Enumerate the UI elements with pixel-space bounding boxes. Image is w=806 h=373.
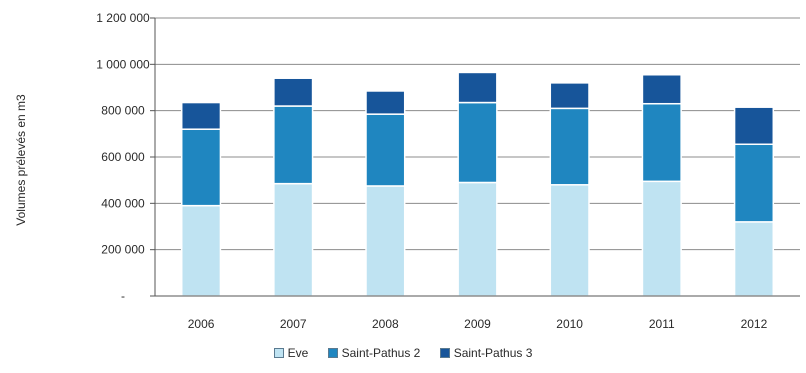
bar-segment-saint-pathus-2-2011 [641, 102, 682, 183]
y-tick-labels: - 200 000 400 000 600 000 800 000 1 000 000 1 … [96, 11, 150, 303]
bar-segment-eve-2009 [457, 181, 498, 297]
bar-segment-saint-pathus-2-2012 [733, 143, 775, 223]
bar-segment-saint-pathus-3-2009 [457, 71, 498, 104]
legend-item-saint-pathus-3: Saint-Pathus 3 [439, 346, 533, 360]
bar-segment-saint-pathus-2-2010 [549, 107, 590, 186]
x-tick-label: 2006 [188, 317, 215, 331]
x-tick-label: 2011 [649, 317, 675, 331]
bar-segment-eve-2007 [273, 182, 314, 297]
bar-segment-saint-pathus-3-2007 [273, 77, 314, 107]
bar-segment-saint-pathus-3-2006 [180, 101, 222, 130]
legend-item-saint-pathus-2: Saint-Pathus 2 [327, 346, 421, 360]
bars [180, 71, 775, 297]
bar-segment-eve-2006 [180, 204, 222, 297]
axes [150, 17, 800, 297]
legend-swatch-saint-pathus-2 [327, 348, 338, 358]
y-tick-label: 200 000 [101, 243, 145, 257]
legend: Eve Saint-Pathus 2 Saint-Pathus 3 [0, 346, 806, 361]
x-tick-label: 2010 [556, 317, 583, 331]
bar-segment-eve-2011 [641, 180, 682, 297]
legend-swatch-eve [273, 348, 284, 358]
bar-segment-saint-pathus-3-2010 [549, 82, 590, 110]
bar-segment-eve-2010 [549, 184, 590, 297]
y-tick-label: 600 000 [101, 150, 145, 164]
y-tick-label: 1 200 000 [96, 11, 150, 25]
x-tick-label: 2008 [372, 317, 399, 331]
y-axis-label: Volumes prélevés en m3 [14, 94, 28, 226]
legend-label-saint-pathus-3: Saint-Pathus 3 [453, 346, 533, 360]
bar-segment-eve-2012 [733, 221, 775, 297]
legend-item-eve: Eve [273, 346, 309, 360]
y-tick-label: 400 000 [101, 196, 145, 210]
x-tick-label: 2009 [464, 317, 491, 331]
bar-segment-eve-2008 [365, 185, 406, 297]
y-tick-label: 800 000 [101, 104, 145, 118]
y-tick-label: - [121, 289, 125, 303]
x-tick-label: 2012 [741, 317, 768, 331]
bar-segment-saint-pathus-2-2006 [180, 128, 222, 207]
bar-segment-saint-pathus-2-2009 [457, 101, 498, 184]
y-tick-label: 1 000 000 [96, 57, 150, 71]
bar-segment-saint-pathus-3-2008 [365, 90, 406, 115]
x-tick-label: 2007 [280, 317, 307, 331]
bar-segment-saint-pathus-3-2012 [733, 106, 775, 146]
legend-label-saint-pathus-2: Saint-Pathus 2 [341, 346, 421, 360]
bar-segment-saint-pathus-2-2007 [273, 105, 314, 185]
legend-swatch-saint-pathus-3 [439, 348, 450, 358]
x-tick-labels: 2006 2007 2008 2009 2010 2011 2012 [188, 317, 768, 331]
bar-segment-saint-pathus-3-2011 [641, 74, 682, 105]
bar-segment-saint-pathus-2-2008 [365, 113, 406, 187]
legend-label-eve: Eve [287, 346, 309, 360]
